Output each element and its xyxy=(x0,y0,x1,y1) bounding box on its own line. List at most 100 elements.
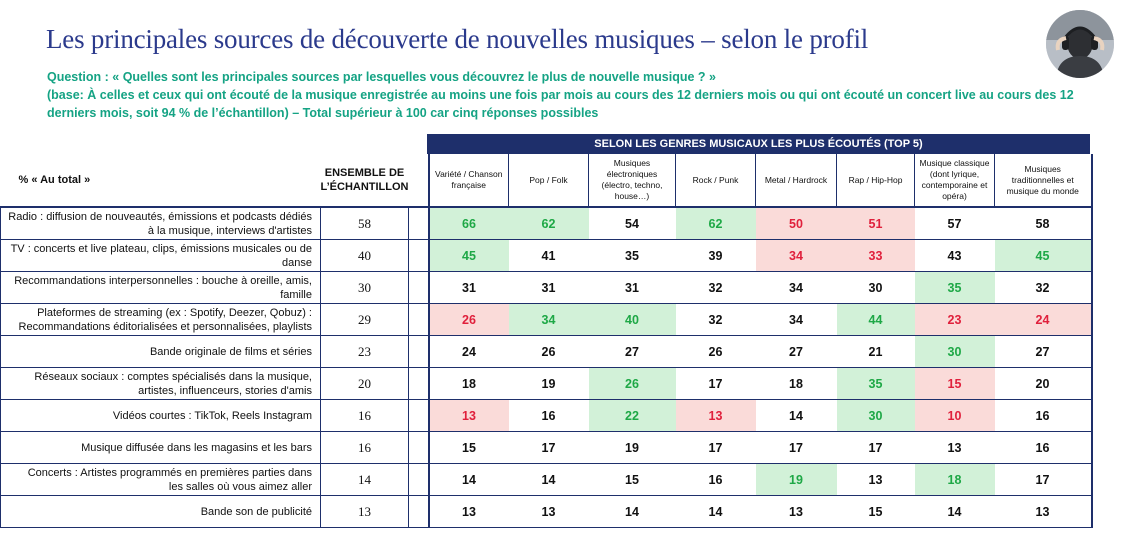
genre-value: 33 xyxy=(836,239,915,272)
row-label: Réseaux sociaux : comptes spécialisés da… xyxy=(0,367,321,400)
genre-value: 19 xyxy=(588,431,676,464)
genre-value: 57 xyxy=(914,207,995,240)
genre-header-line: traditionnelles et xyxy=(1011,174,1074,185)
spacer xyxy=(408,303,429,336)
genre-value: 34 xyxy=(755,239,837,272)
ensemble-value: 16 xyxy=(320,399,409,432)
genre-value: 27 xyxy=(755,335,837,368)
total-label: % « Au total » xyxy=(0,154,321,208)
genre-value: 30 xyxy=(836,271,915,304)
genre-value: 31 xyxy=(588,271,676,304)
genre-value: 17 xyxy=(836,431,915,464)
genre-value: 13 xyxy=(427,399,509,432)
table-row: Recommandations interpersonnelles : bouc… xyxy=(0,271,1093,304)
genre-header-line: musique du monde xyxy=(1006,185,1079,196)
genre-header: Musiques traditionnelles et musique du mon… xyxy=(994,154,1093,208)
ensemble-value: 30 xyxy=(320,271,409,304)
row-label-line: Vidéos courtes : TikTok, Reels Instagram xyxy=(112,409,312,422)
row-label-line: les salles où vous aimez aller xyxy=(168,480,312,493)
row-label: Concerts : Artistes programmés en premiè… xyxy=(0,463,321,496)
ensemble-header-line: L’ÉCHANTILLON xyxy=(320,181,409,193)
row-label-line: artistes, influenceurs, stories d'amis xyxy=(138,384,312,397)
genre-value: 17 xyxy=(994,463,1093,496)
genre-value: 17 xyxy=(675,367,756,400)
ensemble-value: 40 xyxy=(320,239,409,272)
genre-value: 50 xyxy=(755,207,837,240)
genre-value: 34 xyxy=(755,303,837,336)
genre-value: 16 xyxy=(994,399,1093,432)
genre-value: 17 xyxy=(755,431,837,464)
question-text: Question : « Quelles sont les principale… xyxy=(47,68,1077,122)
genre-header-line: Musiques xyxy=(1024,163,1061,174)
spacer xyxy=(408,399,429,432)
ensemble-header-line: ENSEMBLE DE xyxy=(324,167,405,179)
genre-value: 14 xyxy=(675,495,756,528)
row-label-line: TV : concerts et live plateau, clips, ém… xyxy=(10,242,312,255)
genre-header-line: Musique classique xyxy=(919,158,990,168)
genre-value: 24 xyxy=(427,335,509,368)
genre-value: 41 xyxy=(508,239,589,272)
genre-header-line: (électro, techno, xyxy=(601,180,663,190)
genre-value: 58 xyxy=(994,207,1093,240)
spacer xyxy=(408,239,429,272)
genre-value: 43 xyxy=(914,239,995,272)
page-title: Les principales sources de découverte de… xyxy=(46,24,869,54)
genre-value: 54 xyxy=(588,207,676,240)
ensemble-value: 13 xyxy=(320,495,409,528)
genre-value: 14 xyxy=(588,495,676,528)
ensemble-value: 20 xyxy=(320,367,409,400)
genre-header: Pop / Folk xyxy=(508,154,589,208)
base-note: (base: À celles et ceux qui ont écouté d… xyxy=(47,88,1074,120)
genre-value: 18 xyxy=(914,463,995,496)
genre-value: 44 xyxy=(836,303,915,336)
genre-value: 14 xyxy=(508,463,589,496)
spacer xyxy=(408,463,429,496)
question-line: Question : « Quelles sont les principale… xyxy=(47,70,716,84)
genre-value: 16 xyxy=(508,399,589,432)
genre-value: 27 xyxy=(588,335,676,368)
genre-value: 18 xyxy=(755,367,837,400)
row-label: Radio : diffusion de nouveautés, émissio… xyxy=(0,207,321,240)
genre-value: 16 xyxy=(675,463,756,496)
genre-value: 24 xyxy=(994,303,1093,336)
genre-value: 19 xyxy=(755,463,837,496)
table-row: Radio : diffusion de nouveautés, émissio… xyxy=(0,207,1093,240)
row-label-line: Bande originale de films et séries xyxy=(149,345,312,358)
genre-value: 34 xyxy=(755,271,837,304)
genre-value: 23 xyxy=(914,303,995,336)
row-label-line: Musique diffusée dans les magasins et le… xyxy=(81,441,312,454)
row-label-line: famille xyxy=(280,288,312,301)
genre-value: 45 xyxy=(427,239,509,272)
genre-value: 40 xyxy=(588,303,676,336)
row-label-line: Radio : diffusion de nouveautés, émissio… xyxy=(8,210,312,223)
genre-value: 14 xyxy=(755,399,837,432)
ensemble-value: 23 xyxy=(320,335,409,368)
spacer xyxy=(408,207,429,240)
genre-value: 13 xyxy=(427,495,509,528)
genre-value: 13 xyxy=(508,495,589,528)
genre-value: 13 xyxy=(836,463,915,496)
genre-header-line: Rock / Punk xyxy=(692,174,739,185)
genre-header-line: française xyxy=(451,180,487,190)
genre-value: 26 xyxy=(508,335,589,368)
spacer xyxy=(408,431,429,464)
genre-header-line: opéra) xyxy=(942,191,967,201)
genre-header: Rock / Punk xyxy=(675,154,756,208)
spacer xyxy=(408,367,429,400)
row-label-line: danse xyxy=(282,256,312,269)
row-label-line: Plateformes de streaming (ex : Spotify, … xyxy=(37,306,312,319)
genre-value: 15 xyxy=(427,431,509,464)
table-row: Musique diffusée dans les magasins et le… xyxy=(0,431,1093,464)
row-label: Bande son de publicité xyxy=(0,495,321,528)
row-label-line: Concerts : Artistes programmés en premiè… xyxy=(27,466,312,479)
genre-value: 18 xyxy=(427,367,509,400)
genre-value: 51 xyxy=(836,207,915,240)
header-row: % « Au total » ENSEMBLE DE L’ÉCHANTILLON Va… xyxy=(0,154,1093,208)
genre-value: 26 xyxy=(675,335,756,368)
ensemble-value: 16 xyxy=(320,431,409,464)
genre-value: 30 xyxy=(836,399,915,432)
genre-value: 35 xyxy=(836,367,915,400)
row-label-line: à la musique, interviews d'artistes xyxy=(147,224,312,237)
genre-header: Musique classique (dont lyrique, contempor… xyxy=(914,154,995,208)
genre-value: 20 xyxy=(994,367,1093,400)
